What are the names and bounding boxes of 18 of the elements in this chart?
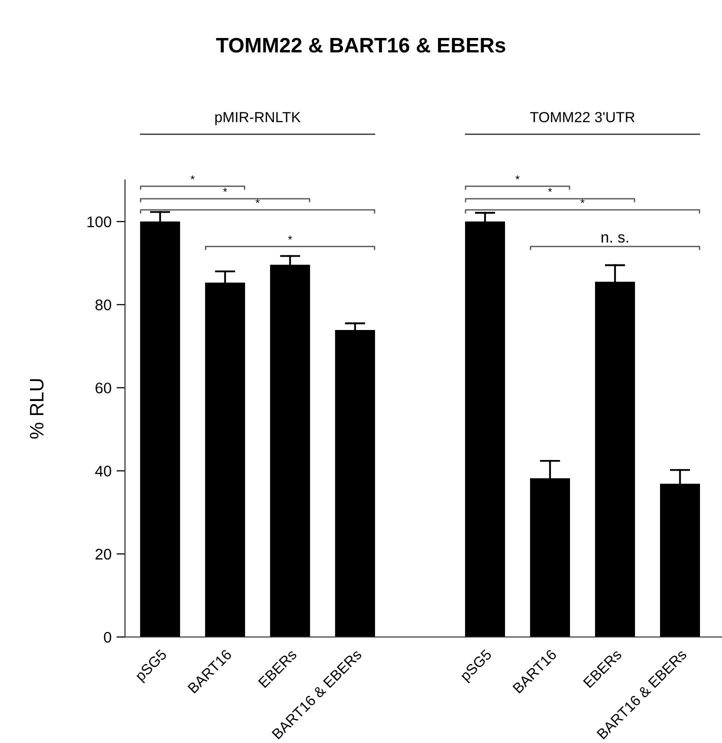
y-tick-label: 100 [87, 216, 112, 228]
annotation: * [580, 199, 585, 204]
y-axis-title: % RLU [30, 379, 44, 439]
annotation: n. s. [602, 234, 628, 243]
y-tick-label: 40 [95, 466, 112, 477]
text: * [190, 175, 195, 180]
annotation: * [223, 188, 228, 192]
text: pMIR-RNLTK [215, 112, 301, 126]
y-tick-label: 0 [104, 632, 112, 643]
chart-title: TOMM22 & BART16 & EBERs [216, 38, 506, 53]
annotation: * [256, 199, 260, 204]
annotation: * [548, 188, 552, 192]
text: * [516, 175, 520, 180]
y-tick-label: 20 [96, 548, 112, 560]
y-tick-label: 60 [96, 382, 112, 394]
y-tick-label: 80 [95, 300, 112, 310]
annotation: * [288, 236, 292, 240]
text: TOMM22 3'UTR [530, 112, 635, 122]
